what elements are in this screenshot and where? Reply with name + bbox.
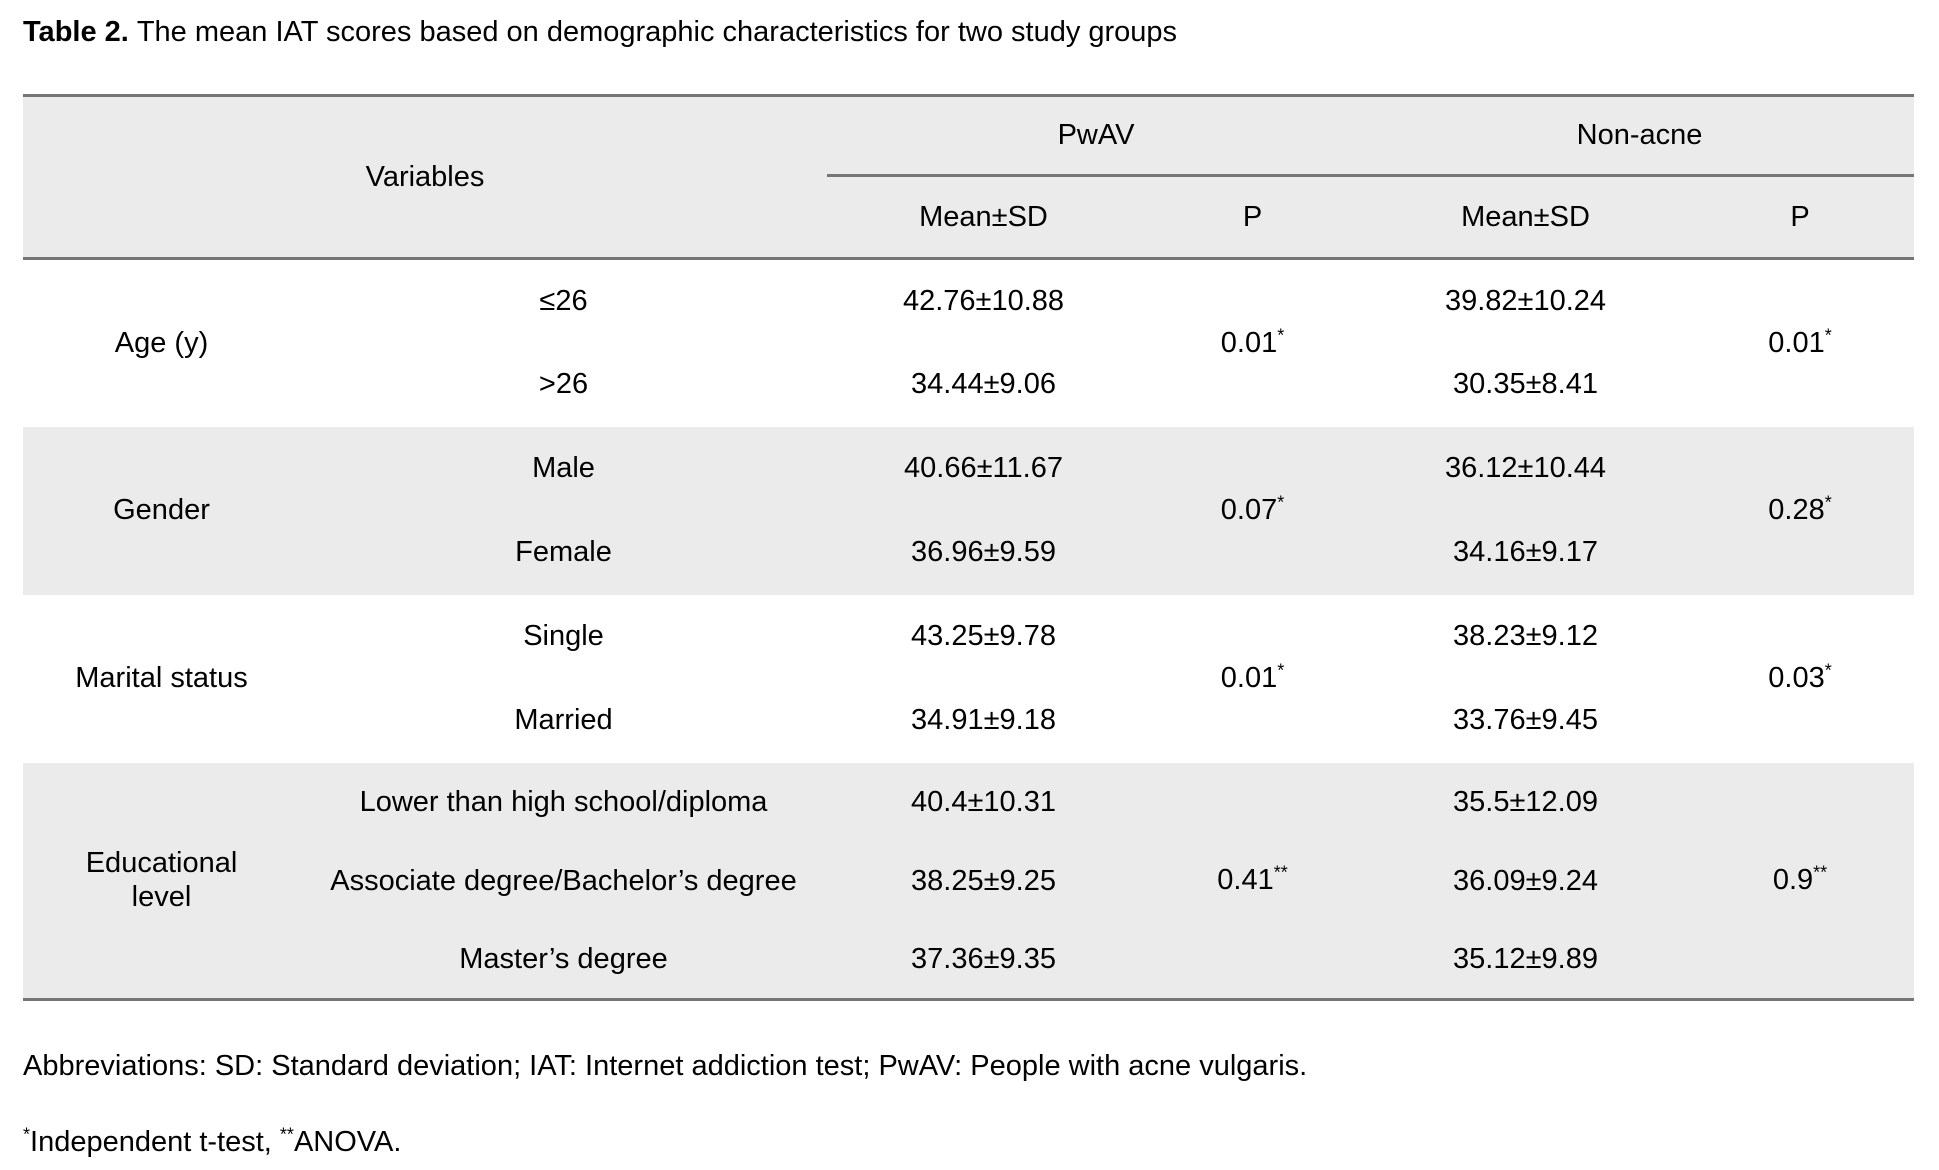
header-mean-sd-nonacne: Mean±SD (1365, 175, 1687, 260)
table-row: Variables PwAV Non-acne (23, 95, 1915, 260)
category-cell: Male (300, 426, 827, 511)
significance-marker: * (1277, 325, 1285, 346)
table-header: Variables PwAV Non-acne Mean±SD P Mean±S… (23, 95, 1915, 260)
p-cell: 0.41** (1140, 762, 1366, 1000)
mean-cell: 40.66±11.67 (827, 426, 1140, 511)
mean-cell: 39.82±10.24 (1444, 284, 1607, 317)
mean-cell: 37.36±9.35 (827, 920, 1140, 1000)
mean-cell: 35.5±12.09 (1365, 762, 1687, 842)
mean-cell: 33.76±9.45 (1453, 704, 1598, 736)
table-caption-text: The mean IAT scores based on demographic… (136, 16, 1178, 48)
p-value: 0.01 (1768, 326, 1825, 359)
category-cell: Lower than high school/diploma (300, 762, 827, 842)
table-row: Mean±SD P Mean±SD P (23, 175, 1915, 260)
header-p-pwav: P (1140, 175, 1366, 260)
variable-cell: Age (y) (114, 326, 209, 359)
p-value: 0.41 (1217, 863, 1274, 896)
header-group-nonacne: Non-acne (1365, 95, 1915, 177)
significance-marker: * (1277, 492, 1285, 513)
table-row: Gender Male 40.66±11.67 0.07* 36.12±10.4… (23, 426, 1915, 595)
header-mean-sd-pwav: Mean±SD (827, 175, 1140, 260)
mean-cell: 36.12±10.44 (1365, 426, 1687, 511)
header-group-pwav: PwAV (827, 95, 1366, 177)
mean-cell: 42.76±10.88 (902, 284, 1065, 317)
mean-cell: 35.12±9.89 (1365, 920, 1687, 1000)
variable-cell: Educational level (23, 762, 300, 1000)
significance-marker: ** (1273, 862, 1288, 883)
p-cell: 0.9** (1686, 762, 1915, 1000)
footnote-text: ANOVA. (293, 1126, 402, 1158)
variable-cell: Gender (23, 426, 300, 595)
table-row: Married 34.91±9.18 33.76±9.45 (23, 679, 1914, 763)
table-row: Age (y) ≤26 42.76±10.88 0.01* 39.82±10.2… (23, 259, 1914, 359)
category-cell: ≤26 (539, 284, 588, 317)
table-row: Educational level Lower than high school… (23, 762, 1915, 1000)
variable-label: Educational level (85, 847, 238, 914)
mean-cell: 38.25±9.25 (827, 841, 1140, 921)
footnote-text: Independent t-test, (30, 1126, 280, 1158)
category-cell: Master’s degree (300, 920, 827, 1000)
p-value: 0.9 (1772, 863, 1814, 896)
p-cell: 0.03* (1686, 595, 1914, 763)
mean-cell: 34.16±9.17 (1365, 510, 1687, 595)
table-number: Table 2. (23, 16, 129, 48)
mean-cell: 36.96±9.59 (827, 510, 1140, 595)
significance-marker: * (1824, 660, 1832, 681)
mean-cell: 36.09±9.24 (1365, 841, 1687, 921)
p-cell: 0.01* (1140, 259, 1365, 427)
table-row: Marital status Single 43.25±9.78 0.01* 3… (23, 595, 1914, 694)
mean-cell: 43.25±9.78 (911, 620, 1056, 652)
category-cell: >26 (538, 368, 589, 400)
p-value: 0.28 (1768, 494, 1825, 526)
significance-marker: ** (279, 1124, 294, 1145)
mean-cell: 34.44±9.06 (911, 368, 1056, 400)
p-cell: 0.07* (1140, 426, 1366, 595)
variable-cell: Marital status (75, 662, 248, 694)
mean-cell: 38.23±9.12 (1453, 620, 1598, 652)
p-cell: 0.01* (1686, 259, 1914, 427)
table-row: Female 36.96±9.59 34.16±9.17 (23, 510, 1914, 595)
significance-marker: * (1277, 660, 1285, 681)
category-cell: Associate degree/Bachelor’s degree (300, 841, 827, 921)
p-value: 0.01 (1220, 662, 1278, 694)
mean-cell: 40.4±10.31 (827, 762, 1140, 842)
significance-marker: * (23, 1124, 31, 1145)
table-row: >26 34.44±9.06 30.35±8.41 (23, 343, 1914, 427)
table-row: Associate degree/Bachelor’s degree 38.25… (23, 841, 1914, 921)
table-caption: Table 2. The mean IAT scores based on dem… (23, 14, 1177, 50)
mean-cell: 34.91±9.18 (911, 704, 1056, 736)
significance-marker: ** (1813, 862, 1828, 883)
abbreviations-note: Abbreviations: SD: Standard deviation; I… (23, 1050, 1308, 1082)
significance-note: *Independent t-test, **ANOVA. (23, 1124, 401, 1160)
table-body: Age (y) ≤26 42.76±10.88 0.01* 39.82±10.2… (23, 259, 1915, 1000)
p-cell: 0.01* (1140, 595, 1365, 763)
p-value: 0.01 (1220, 326, 1278, 359)
demographics-table: Variables PwAV Non-acne Mean±SD P Mean±S… (23, 94, 1915, 1001)
significance-marker: * (1824, 325, 1832, 346)
table-row: Master’s degree 37.36±9.35 35.12±9.89 (23, 920, 1914, 1000)
category-cell: Married (514, 704, 613, 736)
header-variables: Variables (23, 95, 827, 260)
p-value: 0.03 (1768, 662, 1825, 694)
p-cell: 0.28* (1686, 426, 1915, 595)
category-cell: Female (300, 510, 827, 595)
p-value: 0.07 (1220, 494, 1278, 526)
mean-cell: 30.35±8.41 (1453, 368, 1598, 400)
header-p-nonacne: P (1686, 175, 1915, 260)
significance-marker: * (1824, 492, 1832, 513)
category-cell: Single (523, 620, 604, 652)
